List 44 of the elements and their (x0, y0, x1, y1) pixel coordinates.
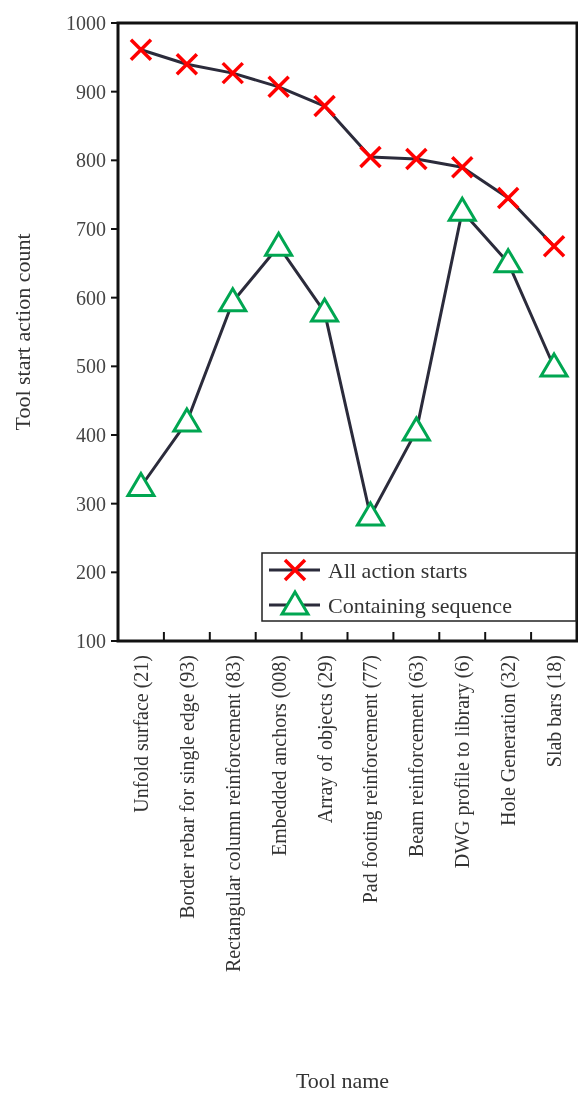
point (312, 94, 337, 118)
x-tick-label: Border rebar for single edge (93) (175, 655, 199, 919)
point (264, 231, 294, 257)
point (401, 416, 431, 442)
y-tick-label: 100 (76, 630, 106, 652)
x-tick-label: Embedded anchors (008) (267, 655, 291, 857)
y-tick-label: 800 (76, 149, 106, 172)
x-tick-label: Unfold surface (21) (129, 655, 153, 813)
point (450, 155, 474, 179)
y-tick-label: 600 (76, 286, 106, 309)
x-tick-label: DWG profile to library (6) (451, 655, 475, 869)
y-tick-label: 900 (76, 80, 106, 103)
point (539, 352, 569, 378)
point (355, 501, 385, 527)
point (447, 196, 477, 222)
point (310, 297, 340, 323)
point (496, 186, 520, 210)
x-tick-label: Array of objects (29) (313, 655, 337, 824)
point (221, 61, 245, 85)
y-tick-label: 400 (76, 424, 106, 446)
point (404, 147, 429, 171)
point (172, 407, 202, 433)
point (266, 75, 291, 99)
x-tick-label: Rectangular column reinforcement (83) (221, 655, 245, 973)
point (493, 248, 523, 274)
point (218, 287, 248, 313)
y-tick-label: 700 (76, 218, 106, 240)
x-tick-label: Slab bars (18) (543, 655, 567, 768)
y-tick-label: 1000 (66, 12, 106, 34)
x-tick-label: Beam reinforcement (63) (405, 655, 429, 858)
y-tick-label: 300 (76, 492, 106, 515)
point (358, 145, 383, 169)
y-axis-title: Tool start action count (10, 233, 35, 431)
legend-label: All action starts (328, 557, 468, 583)
y-tick-label: 500 (76, 355, 106, 378)
y-tick-label: 200 (76, 561, 106, 584)
x-axis-title: Tool name (295, 1068, 390, 1093)
x-tick-label: Pad footing reinforcement (77) (359, 655, 383, 904)
point (542, 234, 566, 258)
point (175, 52, 199, 76)
x-tick-label: Hole Generation (32) (497, 655, 521, 827)
legend-label: Containing sequence (328, 592, 512, 618)
point (126, 472, 156, 497)
point (129, 38, 153, 62)
